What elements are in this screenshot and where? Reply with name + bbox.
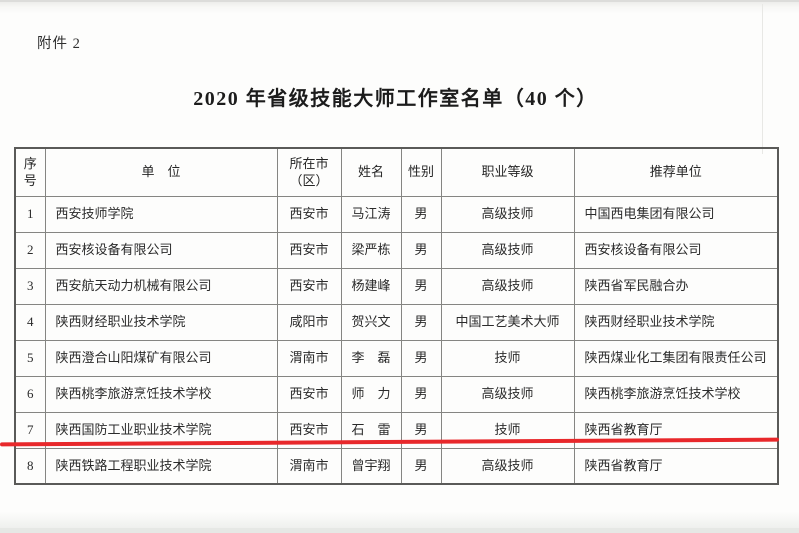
cell-unit: 西安技师学院 [44, 195, 278, 233]
scan-bottom-edge [0, 528, 799, 533]
col-header-gender: 性别 [400, 147, 442, 197]
cell-city: 西安市 [276, 375, 342, 413]
cell-seq: 4 [14, 303, 46, 341]
attachment-label: 附件 2 [37, 36, 81, 52]
cell-level: 技师 [440, 339, 575, 377]
table-row: 2 西安核设备有限公司 西安市 梁严栋 男 高级技师 西安核设备有限公司 [14, 231, 779, 269]
col-header-city: 所在市（区） [276, 147, 342, 197]
cell-gender: 男 [400, 339, 442, 377]
cell-seq: 2 [14, 231, 46, 269]
cell-name: 师 力 [340, 375, 402, 413]
page-title: 2020 年省级技能大师工作室名单（40 个） [193, 88, 598, 110]
cell-seq: 6 [14, 375, 46, 413]
cell-unit: 陕西铁路工程职业技术学院 [44, 447, 278, 485]
cell-gender: 男 [400, 303, 442, 341]
cell-level: 高级技师 [440, 195, 575, 233]
table-row: 5 陕西澄合山阳煤矿有限公司 渭南市 李 磊 男 技师 陕西煤业化工集团有限责任… [14, 339, 779, 377]
cell-city: 西安市 [276, 195, 342, 233]
scan-top-edge [0, 0, 799, 2]
cell-gender: 男 [400, 195, 442, 233]
cell-name: 马江涛 [340, 195, 402, 233]
cell-level: 高级技师 [440, 267, 575, 305]
cell-unit: 陕西桃李旅游烹饪技术学校 [44, 375, 278, 413]
cell-unit: 陕西澄合山阳煤矿有限公司 [44, 339, 278, 377]
cell-gender: 男 [400, 375, 442, 413]
col-header-unit: 单 位 [44, 147, 278, 197]
scan-artifact-line [762, 4, 763, 154]
cell-level: 高级技师 [440, 375, 575, 413]
cell-name: 贺兴文 [340, 303, 402, 341]
cell-seq: 1 [14, 195, 46, 233]
cell-level: 高级技师 [440, 447, 575, 485]
cell-name: 杨建峰 [340, 267, 402, 305]
cell-recommender: 陕西财经职业技术学院 [573, 303, 779, 341]
cell-recommender: 中国西电集团有限公司 [573, 195, 779, 233]
cell-city: 咸阳市 [276, 303, 342, 341]
table-header-row: 序号 单 位 所在市（区） 姓名 性别 职业等级 推荐单位 [14, 147, 779, 197]
cell-recommender: 陕西省教育厅 [573, 447, 779, 485]
col-header-seq: 序号 [14, 147, 46, 197]
cell-seq: 3 [14, 267, 46, 305]
cell-level: 高级技师 [440, 231, 575, 269]
cell-gender: 男 [400, 447, 442, 485]
cell-seq: 8 [14, 447, 46, 485]
cell-unit: 西安核设备有限公司 [44, 231, 278, 269]
col-header-name: 姓名 [340, 147, 402, 197]
col-header-recommender: 推荐单位 [573, 147, 779, 197]
cell-recommender: 陕西桃李旅游烹饪技术学校 [573, 375, 779, 413]
col-header-level: 职业等级 [440, 147, 575, 197]
cell-gender: 男 [400, 267, 442, 305]
masters-roster-table: 序号 单 位 所在市（区） 姓名 性别 职业等级 推荐单位 1 西安技师学院 西… [14, 147, 779, 485]
cell-unit: 西安航天动力机械有限公司 [44, 267, 278, 305]
cell-recommender: 西安核设备有限公司 [573, 231, 779, 269]
cell-seq: 5 [14, 339, 46, 377]
table-row: 4 陕西财经职业技术学院 咸阳市 贺兴文 男 中国工艺美术大师 陕西财经职业技术… [14, 303, 779, 341]
cell-city: 渭南市 [276, 447, 342, 485]
table-row: 8 陕西铁路工程职业技术学院 渭南市 曾宇翔 男 高级技师 陕西省教育厅 [14, 447, 779, 485]
cell-unit: 陕西财经职业技术学院 [44, 303, 278, 341]
table-row: 3 西安航天动力机械有限公司 西安市 杨建峰 男 高级技师 陕西省军民融合办 [14, 267, 779, 305]
cell-level: 中国工艺美术大师 [440, 303, 575, 341]
cell-name: 曾宇翔 [340, 447, 402, 485]
cell-name: 李 磊 [340, 339, 402, 377]
cell-recommender: 陕西煤业化工集团有限责任公司 [573, 339, 779, 377]
cell-city: 渭南市 [276, 339, 342, 377]
cell-city: 西安市 [276, 267, 342, 305]
cell-city: 西安市 [276, 231, 342, 269]
cell-recommender: 陕西省军民融合办 [573, 267, 779, 305]
table-row: 1 西安技师学院 西安市 马江涛 男 高级技师 中国西电集团有限公司 [14, 195, 779, 233]
cell-gender: 男 [400, 231, 442, 269]
table-row: 6 陕西桃李旅游烹饪技术学校 西安市 师 力 男 高级技师 陕西桃李旅游烹饪技术… [14, 375, 779, 413]
cell-name: 梁严栋 [340, 231, 402, 269]
